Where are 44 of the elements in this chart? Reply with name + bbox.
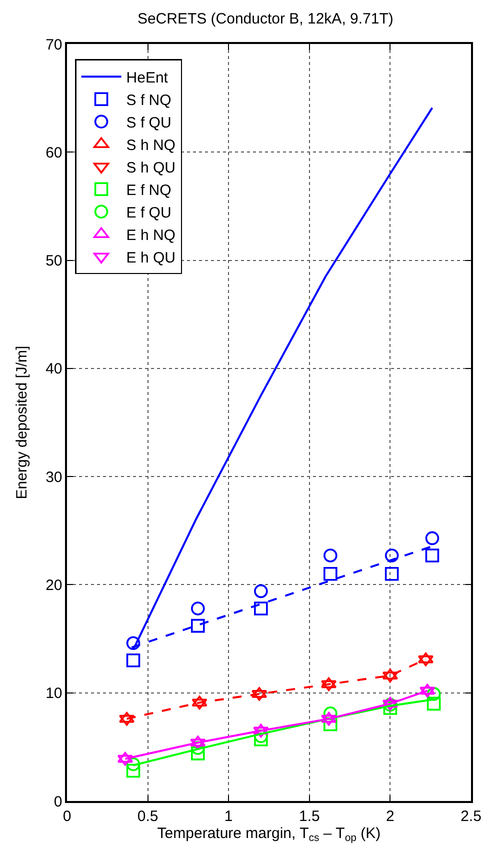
point [324,706,338,720]
y-axis-title: Energy deposited [J/m] [14,346,30,500]
chart-title: SeCRETS (Conductor B, 12kA, 9.71T) [137,10,394,28]
legend-label: S f QU [126,114,172,132]
point [126,654,140,668]
point [191,618,205,633]
point [254,602,268,616]
legend-label: HeEnt [126,69,169,86]
point [384,548,399,562]
point [126,764,140,778]
point [384,567,399,581]
point [253,726,269,738]
point [425,548,440,562]
x-axis-title: Temperature margin, T$_{cs}$ – T$_{op}$ (K) [157,824,381,844]
legend-label: E f NQ [126,182,172,199]
point [191,746,205,760]
legend-label: S f NQ [126,92,172,109]
x-tick-label: 2 [386,808,394,825]
y-tick-label: 10 [46,685,62,702]
point [126,636,140,650]
legend-label: S h NQ [126,136,176,154]
y-tick-label: 30 [46,468,62,486]
point [324,567,338,581]
x-tick-label: 2.5 [460,808,482,825]
legend-label: E h QU [126,249,176,266]
point [420,686,436,698]
y-tick-label: 40 [46,360,62,378]
point [324,548,338,562]
y-tick-label: 0 [54,793,62,810]
point [254,584,268,598]
y-tick-label: 20 [46,576,62,594]
point [425,531,440,546]
x-tick-label: 1.5 [298,808,320,825]
x-tick-label: 0.5 [137,808,158,825]
x-tick-label: 1 [224,808,233,825]
y-tick-label: 70 [46,36,62,54]
y-tick-label: 60 [46,144,62,162]
y-tick-label: 50 [46,252,62,270]
legend-label: S h QU [126,159,176,176]
point [324,717,338,732]
legend-label: E h NQ [126,226,176,244]
point [426,696,441,711]
legend-label: E f QU [126,204,172,222]
point [191,602,205,616]
